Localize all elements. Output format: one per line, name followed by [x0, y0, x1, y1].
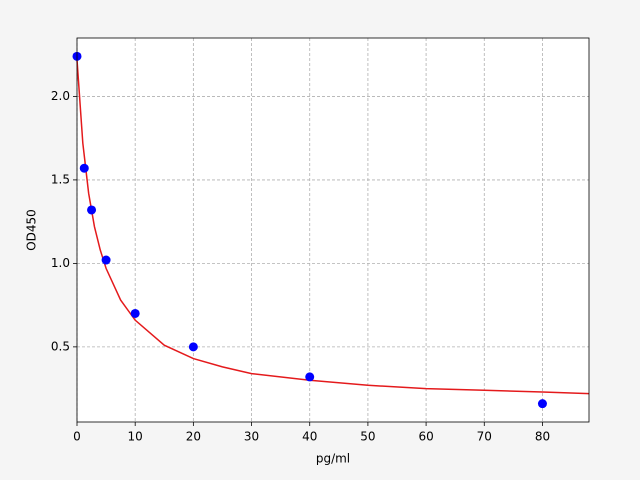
x-tick-label: 70	[477, 430, 492, 444]
y-tick-label: 1.0	[51, 256, 70, 270]
data-point	[101, 255, 111, 265]
plot-area	[77, 38, 589, 422]
x-tick-label: 30	[244, 430, 259, 444]
x-tick-label: 10	[128, 430, 143, 444]
data-point	[188, 342, 198, 352]
x-tick-label: 80	[535, 430, 550, 444]
fit-curve	[76, 59, 590, 395]
y-tick-label: 1.5	[51, 172, 70, 186]
x-tick-label: 40	[302, 430, 317, 444]
x-tick-label: 0	[73, 430, 81, 444]
y-tick-label: 2.0	[51, 89, 70, 103]
axes-frame	[76, 37, 590, 423]
x-tick-label: 60	[418, 430, 433, 444]
data-point	[537, 399, 547, 409]
x-tick-label: 50	[360, 430, 375, 444]
data-point	[87, 205, 97, 215]
data-point	[305, 372, 315, 382]
x-tick-label: 20	[186, 430, 201, 444]
data-point	[130, 308, 140, 318]
grid	[76, 38, 589, 422]
y-axis-label: OD450	[25, 209, 39, 251]
y-tick-label: 0.5	[51, 339, 70, 353]
data-point	[79, 163, 89, 173]
x-axis-label: pg/ml	[316, 452, 350, 466]
